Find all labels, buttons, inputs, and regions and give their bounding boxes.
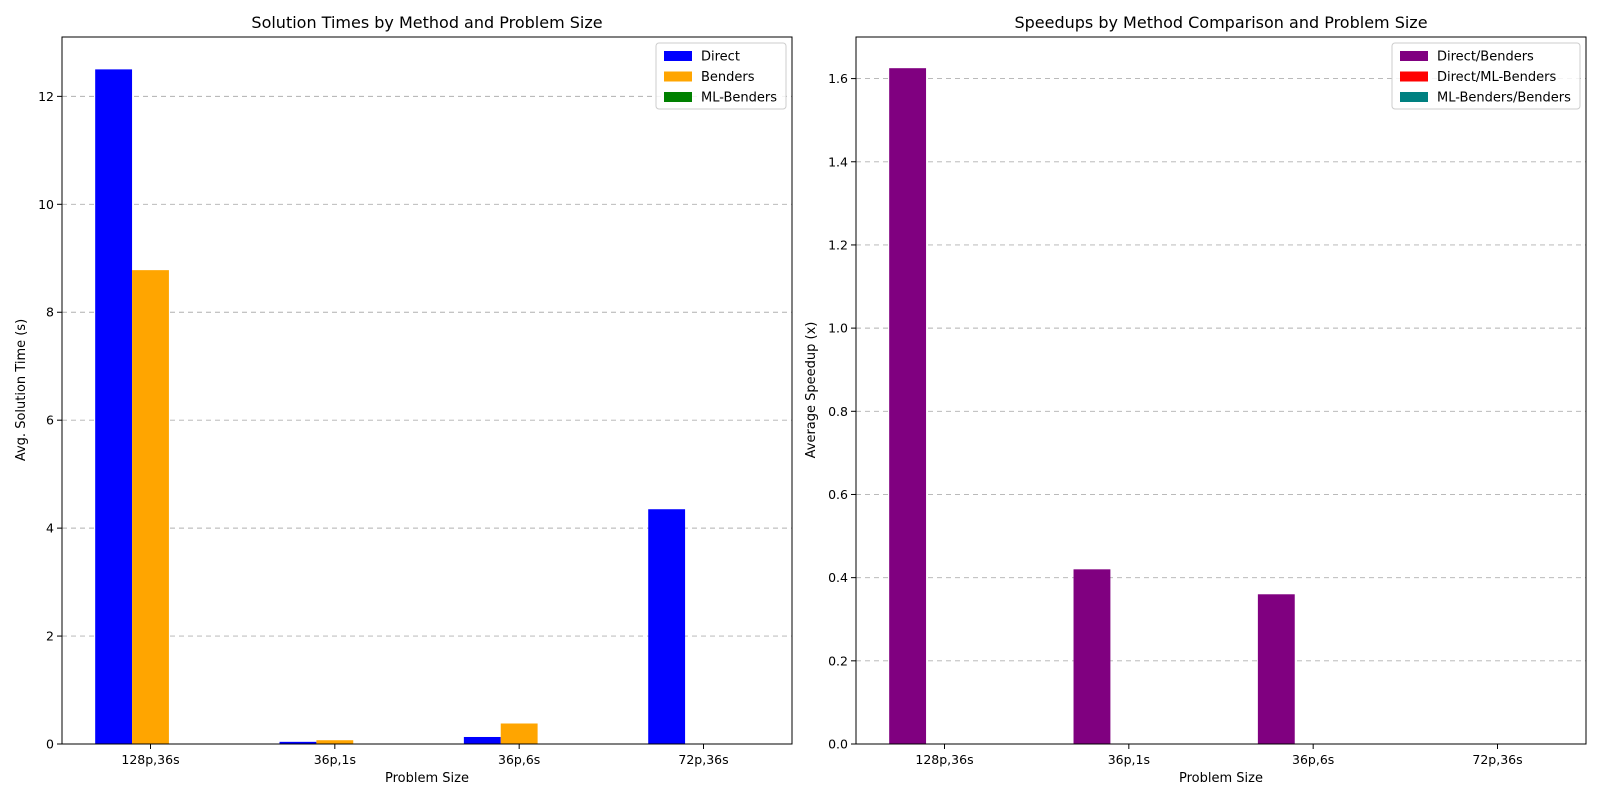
plot-frame [61,36,793,745]
y-tick-label: 0 [46,737,54,752]
x-tick-label: 128p,36s [915,752,973,767]
legend-swatch [664,51,692,61]
y-tick-label: 1.0 [828,321,848,336]
y-tick-label: 0.0 [828,737,848,752]
speedups-chart: Speedups by Method Comparison and Proble… [804,13,1587,786]
plot-frame [855,36,1587,745]
y-tick-label: 4 [46,521,54,536]
legend-swatch [1400,92,1428,102]
y-axis-ticks: 0.0 0.2 0.4 0.6 0.8 1.0 1.2 1.4 1.6 [828,71,856,752]
legend-label: Direct [701,50,740,65]
legend-swatch [1400,51,1428,61]
bars [95,69,686,745]
legend-label: Benders [701,70,755,85]
x-axis-ticks: 128p,36s 36p,1s 36p,6s 72p,36s [915,744,1523,767]
x-axis-label: Problem Size [385,771,469,786]
y-tick-label: 1.4 [828,154,848,169]
y-axis-label: Average Speedup (x) [804,322,819,459]
legend-swatch [664,71,692,82]
x-tick-label: 36p,1s [1108,752,1150,767]
legend-swatch [664,92,692,102]
x-tick-label: 36p,6s [498,752,540,767]
bar [316,740,354,744]
x-tick-label: 36p,6s [1292,752,1334,767]
y-axis-ticks: 0 2 4 6 8 10 12 [38,89,62,752]
legend-label: Direct/ML-Benders [1437,70,1557,85]
legend-label: ML-Benders [701,91,777,106]
bar [1257,594,1295,744]
y-tick-label: 1.2 [828,237,848,252]
x-tick-label: 128p,36s [121,752,179,767]
y-axis-label: Avg. Solution Time (s) [14,319,29,461]
bar [648,509,686,744]
y-gridlines [62,95,792,637]
chart-title: Solution Times by Method and Problem Siz… [251,13,602,32]
x-tick-label: 72p,36s [678,752,728,767]
legend-swatch [1400,71,1428,82]
y-tick-label: 1.6 [828,71,848,86]
x-tick-label: 36p,1s [314,752,356,767]
bar [279,741,317,744]
bar [463,736,501,744]
y-tick-label: 2 [46,629,54,644]
y-tick-label: 0.2 [828,653,848,668]
y-tick-label: 0.6 [828,487,848,502]
x-tick-label: 72p,36s [1472,752,1522,767]
y-tick-label: 0.8 [828,404,848,419]
y-tick-label: 6 [46,413,54,428]
solution-times-chart: Solution Times by Method and Problem Siz… [14,13,793,786]
x-axis-label: Problem Size [1179,771,1263,786]
chart-title: Speedups by Method Comparison and Proble… [1014,13,1427,32]
y-tick-label: 10 [38,197,54,212]
bars [889,68,1295,745]
y-gridlines [856,78,1586,662]
legend: Direct Benders ML-Benders [655,42,787,110]
legend-label: Direct/Benders [1437,50,1534,65]
y-tick-label: 12 [38,89,54,104]
legend: Direct/Benders Direct/ML-Benders ML-Bender… [1391,42,1581,110]
y-tick-label: 0.4 [828,570,848,585]
y-tick-label: 8 [46,305,54,320]
x-axis-ticks: 128p,36s 36p,1s 36p,6s 72p,36s [121,744,729,767]
legend-box [1391,42,1581,110]
legend-label: ML-Benders/Benders [1437,91,1571,106]
bar [95,69,133,745]
bar [500,723,538,744]
bar [132,270,169,744]
bar [889,68,927,745]
bar [1073,569,1111,744]
